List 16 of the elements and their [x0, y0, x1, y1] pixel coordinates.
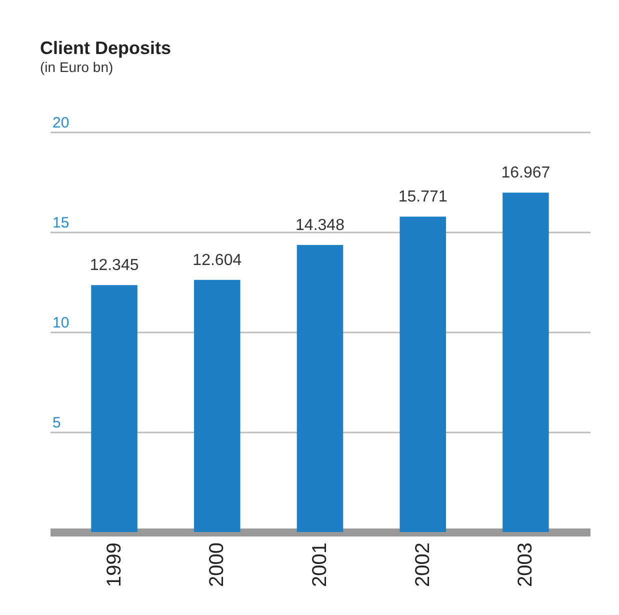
- data-label: 15.771: [398, 188, 448, 206]
- data-label: 16.967: [501, 164, 550, 182]
- y-tick-label: 20: [52, 114, 70, 132]
- y-tick-label: 5: [52, 414, 61, 432]
- data-label: 12.345: [90, 257, 139, 274]
- data-label: 12.604: [192, 252, 242, 269]
- x-tick-label: 2002: [412, 542, 434, 587]
- x-tick-label: 2003: [514, 542, 537, 587]
- y-tick-label: 15: [52, 214, 70, 232]
- chart-title: Client Deposits: [40, 38, 172, 58]
- chart-subtitle: (in Euro bn): [40, 59, 114, 75]
- y-tick-label: 10: [52, 314, 70, 332]
- data-label: 14.348: [296, 217, 345, 234]
- x-tick-label: 1999: [103, 542, 126, 587]
- x-tick-label: 2000: [206, 542, 228, 587]
- x-tick-label: 2001: [309, 542, 331, 587]
